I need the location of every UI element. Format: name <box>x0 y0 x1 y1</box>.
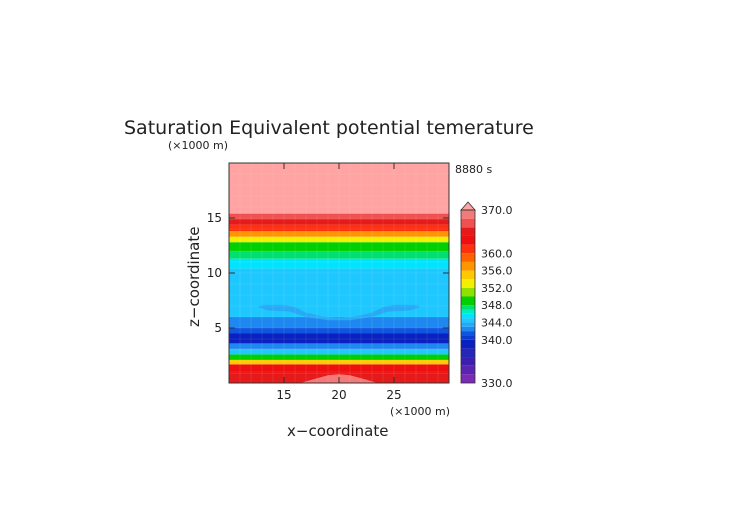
colorbar-swatch-16 <box>461 270 475 280</box>
time-label: 8880 s <box>455 163 492 176</box>
colorbar-frame <box>460 209 476 384</box>
contour-band-14 <box>229 231 449 237</box>
colorbar-label: 330.0 <box>481 377 513 390</box>
x-axis-label: x−coordinate <box>287 422 388 440</box>
colorbar-swatch-1 <box>461 365 475 375</box>
contour-band-8 <box>229 317 449 328</box>
x-tick-label: 25 <box>386 388 401 402</box>
colorbar-swatch-9 <box>461 318 475 323</box>
colorbar-swatch-18 <box>461 253 475 262</box>
plot-area <box>228 162 450 384</box>
chart-title: Saturation Equivalent potential temeratu… <box>124 117 534 139</box>
contour-band-18 <box>229 163 449 214</box>
colorbar-label: 370.0 <box>481 204 513 217</box>
colorbar-label: 360.0 <box>481 247 513 260</box>
y-axis: 5 10 15 <box>207 211 449 335</box>
colorbar-swatch-3 <box>461 348 475 358</box>
colorbar-label: 344.0 <box>481 316 513 329</box>
contour-band-4 <box>229 348 449 355</box>
contour-band-11 <box>229 251 449 259</box>
colorbar-swatch-15 <box>461 279 475 288</box>
y-axis-label: z−coordinate <box>185 227 203 327</box>
colorbar-swatch-20 <box>461 235 475 245</box>
colorbar-extend-arrow <box>460 201 476 211</box>
contour-band-15 <box>229 224 449 232</box>
contour-band-6 <box>229 333 449 344</box>
contour-band-12 <box>229 242 449 251</box>
colorbar-swatch-5 <box>461 335 475 340</box>
colorbar: 370.0 360.0 356.0 352.0 348.0 344.0 340.0 330.0 <box>460 201 513 390</box>
colorbar-swatch-2 <box>461 357 475 366</box>
colorbar-label: 348.0 <box>481 299 513 312</box>
x-tick-label: 20 <box>331 388 346 402</box>
contour-band-3 <box>229 354 449 360</box>
colorbar-swatch-8 <box>461 322 475 327</box>
y-tick-label: 10 <box>207 266 222 280</box>
colorbar-label: 352.0 <box>481 282 513 295</box>
contour-feature-0 <box>257 304 421 321</box>
colorbar-swatch-0 <box>461 374 475 383</box>
colorbar-swatch-23 <box>461 210 475 219</box>
colorbar-swatch-4 <box>461 339 475 349</box>
colorbar-swatch-19 <box>461 244 475 254</box>
contour-band-16 <box>229 219 449 225</box>
colorbar-swatch-17 <box>461 261 475 271</box>
colorbar-swatch-21 <box>461 227 475 236</box>
colorbar-swatch-11 <box>461 309 475 314</box>
colorbar-swatch-7 <box>461 326 475 332</box>
colorbar-swatch-6 <box>461 331 475 336</box>
colorbar-swatch-12 <box>461 305 475 310</box>
contour-band-1 <box>229 364 449 374</box>
y-tick-label: 5 <box>214 321 222 335</box>
contour-band-10 <box>229 258 449 269</box>
colorbar-label: 356.0 <box>481 265 513 278</box>
colorbar-label: 340.0 <box>481 334 513 347</box>
y-axis-unit: (×1000 m) <box>168 139 228 152</box>
x-axis: 15 20 25 <box>276 163 402 402</box>
y-tick-label: 15 <box>207 211 222 225</box>
contour-band-13 <box>229 236 449 243</box>
contour-band-2 <box>229 359 449 365</box>
colorbar-swatch-22 <box>461 218 475 228</box>
x-axis-unit: (×1000 m) <box>390 405 450 418</box>
colorbar-swatch-13 <box>461 296 475 306</box>
x-tick-label: 15 <box>276 388 291 402</box>
contour-band-7 <box>229 328 449 334</box>
colorbar-swatch-10 <box>461 313 475 319</box>
contour-band-17 <box>229 213 449 220</box>
contour-band-5 <box>229 343 449 349</box>
colorbar-swatch-14 <box>461 287 475 297</box>
